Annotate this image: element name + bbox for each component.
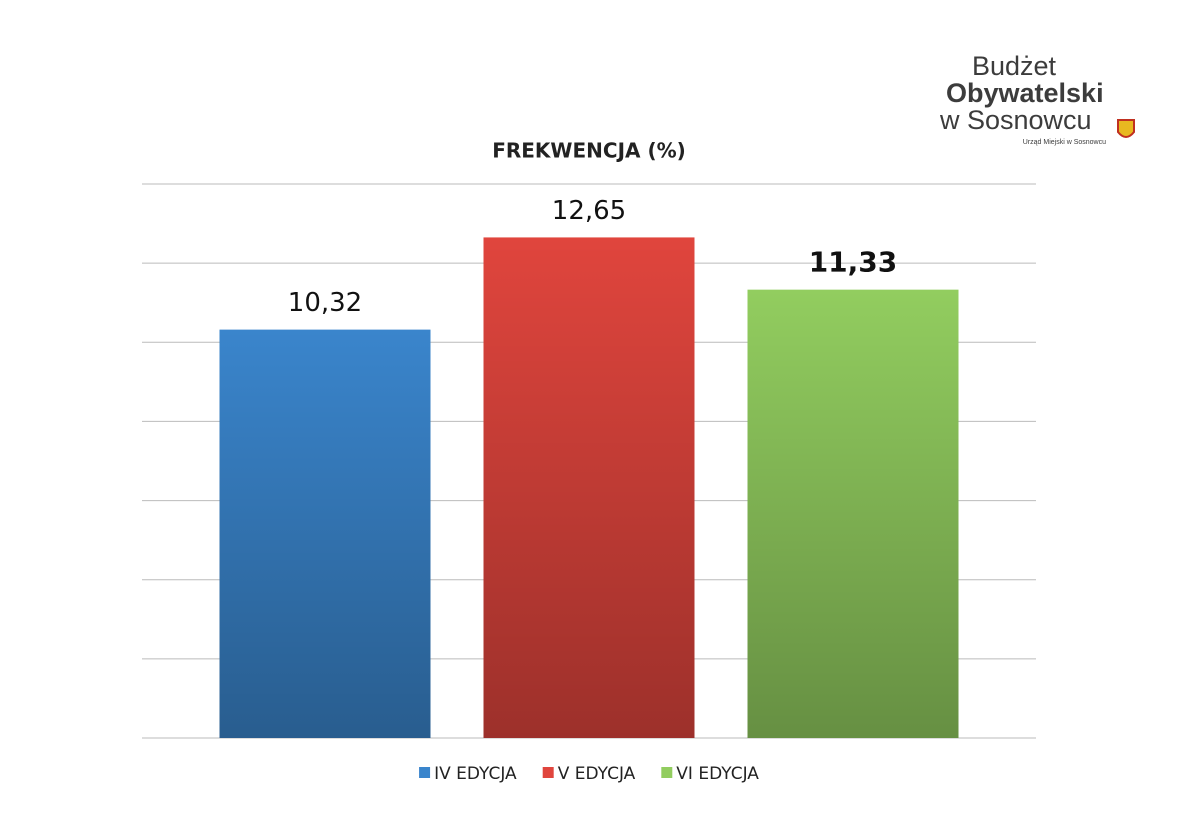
legend-label: IV EDYCJA	[434, 764, 517, 784]
value-label: 11,33	[809, 246, 898, 279]
legend-swatch	[661, 767, 673, 778]
bar-shade	[219, 329, 431, 738]
chart-title: FREKWENCJA (%)	[492, 139, 686, 163]
logo-sub: Urząd Miejski w Sosnowcu	[1023, 139, 1106, 146]
bar-shade	[483, 237, 695, 738]
legend-label: VI EDYCJA	[676, 764, 759, 784]
logo-crest	[1117, 119, 1135, 138]
legend-swatch	[419, 767, 431, 778]
bar-shade	[747, 289, 959, 738]
legend-swatch	[542, 767, 554, 778]
value-label: 12,65	[552, 196, 626, 226]
logo-line: Obywatelski	[946, 78, 1104, 108]
value-label: 10,32	[288, 288, 362, 318]
legend-label: V EDYCJA	[558, 764, 636, 784]
logo-line: w Sosnowcu	[939, 105, 1092, 135]
logo: Budżet Obywatelski w Sosnowcu Urząd Miej…	[939, 51, 1135, 146]
logo-line: Budżet	[972, 51, 1057, 81]
